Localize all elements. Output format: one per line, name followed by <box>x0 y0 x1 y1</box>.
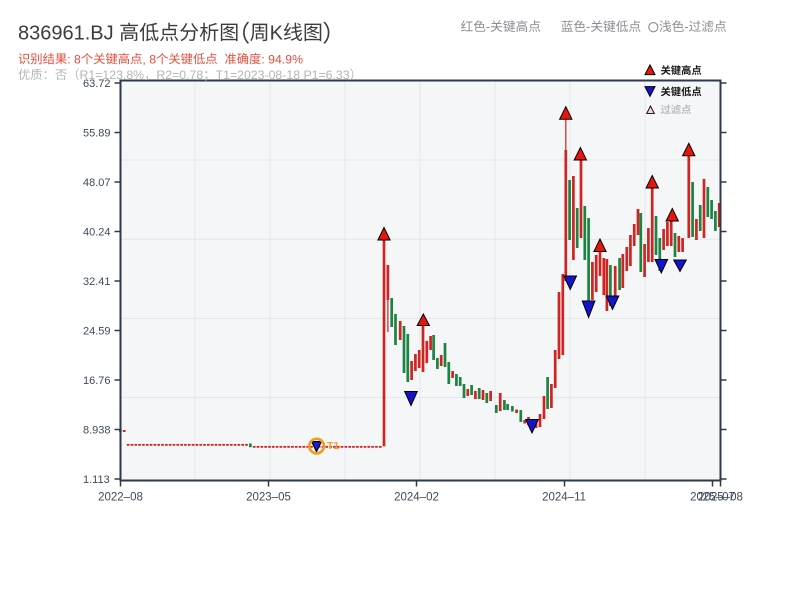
svg-text:32.41: 32.41 <box>83 276 111 288</box>
svg-text:2025–08: 2025–08 <box>698 492 743 504</box>
svg-text:16.76: 16.76 <box>83 375 111 387</box>
svg-text:836961.BJ: 836961.BJ <box>18 23 114 45</box>
svg-text:2024–02: 2024–02 <box>394 492 439 504</box>
svg-text:R1=123.8%: R1=123.8% <box>80 68 145 82</box>
svg-text:2025–07: 2025–07 <box>690 492 735 504</box>
svg-text:2024–11: 2024–11 <box>542 492 586 504</box>
svg-text:2023–05: 2023–05 <box>246 492 291 504</box>
svg-text:48.07: 48.07 <box>83 177 111 189</box>
svg-text:40.24: 40.24 <box>83 226 111 238</box>
svg-text:63.72: 63.72 <box>83 78 111 90</box>
svg-text:K: K <box>270 23 284 45</box>
svg-text:R2=0.78: R2=0.78 <box>156 68 203 82</box>
svg-text:-: - <box>586 20 590 34</box>
svg-text:T1: T1 <box>327 440 339 452</box>
svg-text:1.113: 1.113 <box>83 474 110 486</box>
svg-text:-: - <box>486 20 490 34</box>
svg-text:8.938: 8.938 <box>83 424 111 436</box>
svg-text:24.59: 24.59 <box>83 325 111 337</box>
svg-text:, 8: , 8 <box>142 52 156 66</box>
svg-text:-: - <box>684 20 688 34</box>
svg-text:: 8: : 8 <box>67 52 81 66</box>
svg-text:: 94.9%: : 94.9% <box>261 52 303 66</box>
svg-text:2022–08: 2022–08 <box>98 492 143 504</box>
svg-text:55.89: 55.89 <box>83 127 111 139</box>
svg-text:T1=2023-08-18 P1=6.33: T1=2023-08-18 P1=6.33 <box>216 68 350 82</box>
